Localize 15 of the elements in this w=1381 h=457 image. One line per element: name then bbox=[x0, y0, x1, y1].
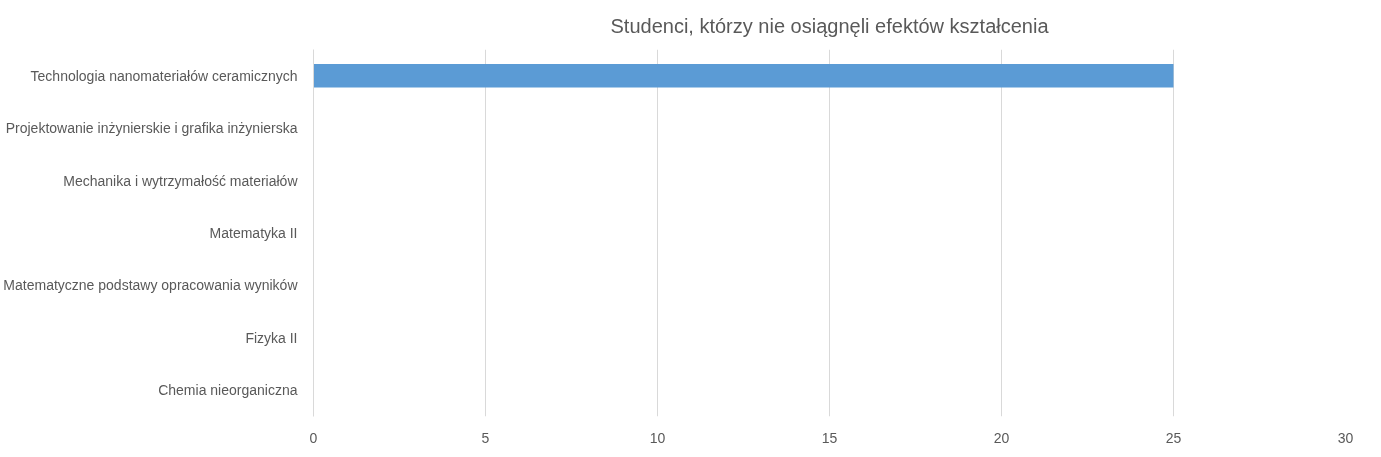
y-tick-label: Chemia nieorganiczna bbox=[158, 382, 298, 399]
x-tick-label: 0 bbox=[309, 429, 318, 446]
x-tick-label: 15 bbox=[821, 429, 838, 446]
y-tick-label: Matematyka II bbox=[209, 225, 298, 241]
x-tick-label: 10 bbox=[649, 429, 666, 446]
x-tick-label: 30 bbox=[1337, 429, 1354, 446]
y-tick-label: Matematyczne podstawy opracowania wyników bbox=[3, 277, 299, 294]
y-tick-label: Fizyka II bbox=[245, 329, 298, 346]
y-tick-label: Technologia nanomateriałów ceramicznych bbox=[30, 67, 298, 84]
x-tick-label: 20 bbox=[993, 429, 1010, 446]
x-tick-label: 5 bbox=[481, 429, 490, 446]
y-tick-label: Projektowanie inżynierskie i grafika inżynierska bbox=[5, 120, 298, 137]
chart-title: Studenci, którzy nie osiągnęli efektów kształcenia bbox=[610, 15, 1050, 37]
y-tick-label: Mechanika i wytrzymałość materiałów bbox=[63, 172, 299, 189]
x-tick-label: 25 bbox=[1165, 429, 1182, 446]
